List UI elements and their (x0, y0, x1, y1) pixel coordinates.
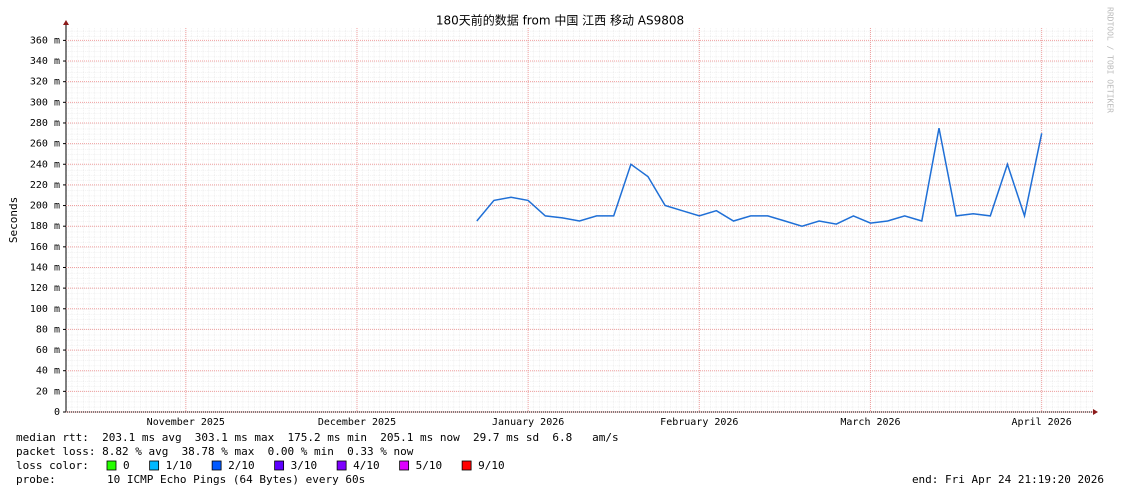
x-tick-label: December 2025 (318, 417, 396, 428)
y-tick-label: 280 m (30, 118, 60, 129)
y-tick-label: 360 m (30, 35, 60, 46)
x-tick-label: February 2026 (660, 417, 738, 428)
x-tick-label: March 2026 (840, 417, 900, 428)
y-tick-label: 120 m (30, 283, 60, 294)
end-time: end: Fri Apr 24 21:19:20 2026 (912, 473, 1104, 486)
y-tick-label: 200 m (30, 201, 60, 212)
minor-grid (66, 28, 1093, 412)
y-tick-label: 60 m (36, 345, 60, 356)
y-tick-label: 40 m (36, 366, 60, 377)
loss-label: 2/10 (228, 459, 255, 472)
y-tick-label: 320 m (30, 77, 60, 88)
loss-label: 9/10 (478, 459, 505, 472)
loss-label: 0 (123, 459, 130, 472)
loss-label: 5/10 (416, 459, 443, 472)
y-tick-label: 260 m (30, 139, 60, 150)
packet-loss: packet loss: 8.82 % avg 38.78 % max 0.00… (16, 445, 414, 458)
loss-swatch (106, 460, 117, 471)
probe-label: probe: (16, 473, 56, 486)
chart-title: 180天前的数据 from 中国 江西 移动 AS9808 (436, 13, 684, 28)
loss-swatch (211, 460, 222, 471)
loss-label: 1/10 (166, 459, 193, 472)
y-axis-label: Seconds (7, 197, 20, 243)
y-tick-label: 220 m (30, 180, 60, 191)
y-tick-label: 240 m (30, 159, 60, 170)
y-tick-label: 100 m (30, 304, 60, 315)
loss-label: 3/10 (291, 459, 318, 472)
loss-swatch (461, 460, 472, 471)
loss-swatch (274, 460, 285, 471)
x-tick-label: November 2025 (147, 417, 225, 428)
y-tick-label: 0 (54, 407, 60, 418)
median-rtt: median rtt: 203.1 ms avg 303.1 ms max 17… (16, 431, 619, 444)
x-arrow (1093, 409, 1098, 415)
y-tick-label: 20 m (36, 386, 60, 397)
y-tick-label: 80 m (36, 324, 60, 335)
loss-swatch (149, 460, 160, 471)
loss-swatch (399, 460, 410, 471)
x-tick-label: April 2026 (1012, 417, 1072, 428)
legend: median rtt: 203.1 ms avg 303.1 ms max 17… (16, 431, 1104, 486)
x-tick-label: January 2026 (492, 417, 564, 428)
loss-label: 4/10 (353, 459, 380, 472)
y-tick-label: 300 m (30, 97, 60, 108)
watermark: RRDTOOL / TOBI OETIKER (1106, 7, 1115, 113)
y-tick-label: 340 m (30, 56, 60, 67)
loss-color-label: loss color: (16, 459, 89, 472)
probe: 10 ICMP Echo Pings (64 Bytes) every 60s (107, 473, 365, 486)
y-tick-label: 160 m (30, 242, 60, 253)
y-tick-label: 140 m (30, 262, 60, 273)
y-arrow (63, 20, 69, 25)
loss-swatch (336, 460, 347, 471)
y-tick-label: 180 m (30, 221, 60, 232)
